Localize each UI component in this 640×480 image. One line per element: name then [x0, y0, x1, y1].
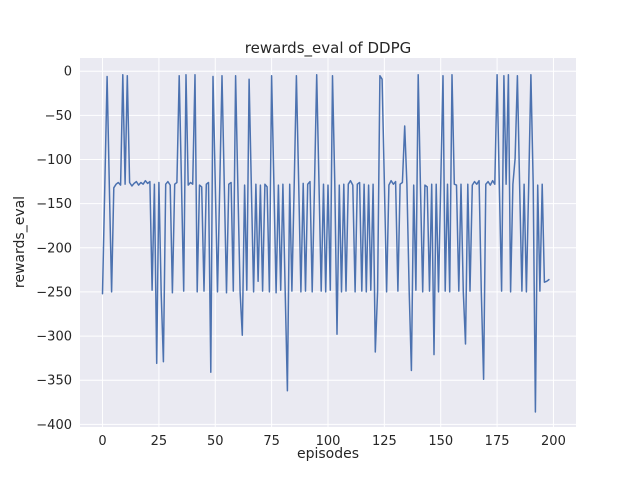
svg-text:125: 125: [372, 434, 397, 449]
chart-title: rewards_eval of DDPG: [244, 39, 412, 57]
svg-text:50: 50: [207, 434, 224, 449]
svg-text:150: 150: [428, 434, 453, 449]
gridlines: [80, 58, 576, 427]
x-tick-labels: 0 25 50 75 100 125 150 175 200: [98, 434, 565, 449]
svg-text:0: 0: [98, 434, 106, 449]
svg-text:−100: −100: [36, 153, 72, 168]
y-tick-labels: 0 −50 −100 −150 −200 −250 −300 −350 −400: [36, 65, 72, 433]
svg-text:−300: −300: [36, 330, 72, 345]
svg-text:−350: −350: [36, 374, 72, 389]
svg-text:175: 175: [485, 434, 510, 449]
x-axis-label: episodes: [296, 446, 360, 462]
svg-text:−250: −250: [36, 285, 72, 300]
y-axis-label: rewards_eval: [12, 195, 28, 289]
series-line-rewards-eval: [101, 74, 550, 413]
svg-text:0: 0: [64, 65, 72, 80]
svg-text:−150: −150: [36, 197, 72, 212]
svg-text:200: 200: [541, 434, 566, 449]
svg-text:25: 25: [151, 434, 168, 449]
svg-text:−400: −400: [36, 418, 72, 433]
svg-text:100: 100: [316, 434, 341, 449]
svg-text:75: 75: [263, 434, 280, 449]
svg-text:−200: −200: [36, 241, 72, 256]
svg-text:−50: −50: [45, 109, 72, 124]
